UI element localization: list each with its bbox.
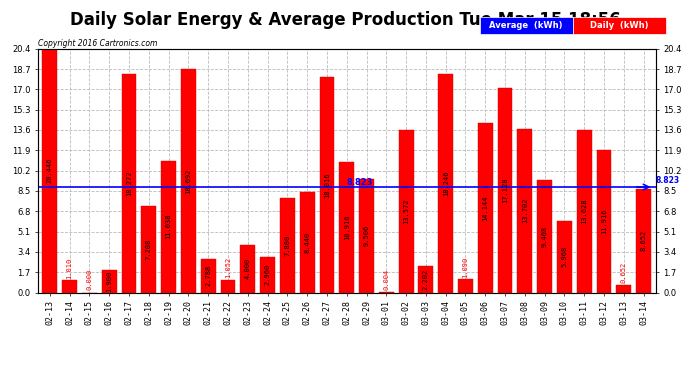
Text: Daily  (kWh): Daily (kWh): [590, 21, 649, 30]
Bar: [458, 279, 473, 292]
Bar: [359, 179, 374, 292]
Bar: [240, 245, 255, 292]
Bar: [260, 257, 275, 292]
Bar: [280, 198, 295, 292]
Bar: [616, 285, 631, 292]
Text: 1.052: 1.052: [225, 257, 231, 278]
Bar: [597, 150, 611, 292]
Text: 2.960: 2.960: [264, 264, 270, 285]
Bar: [497, 88, 513, 292]
Bar: [181, 69, 196, 292]
Bar: [518, 129, 532, 292]
Bar: [636, 189, 651, 292]
Text: 5.968: 5.968: [562, 246, 567, 267]
Text: 8.823: 8.823: [656, 176, 680, 185]
Text: 0.000: 0.000: [86, 269, 92, 290]
Text: 18.692: 18.692: [186, 168, 191, 194]
Text: 11.916: 11.916: [601, 209, 607, 234]
Bar: [201, 259, 215, 292]
Text: 8.823: 8.823: [346, 178, 373, 187]
Bar: [299, 192, 315, 292]
Text: 8.440: 8.440: [304, 231, 310, 253]
Bar: [141, 206, 156, 292]
Bar: [577, 130, 591, 292]
Text: 18.016: 18.016: [324, 172, 330, 198]
Text: 2.202: 2.202: [423, 269, 429, 290]
Text: Copyright 2016 Cartronics.com: Copyright 2016 Cartronics.com: [38, 39, 157, 48]
Text: 1.090: 1.090: [462, 256, 469, 278]
Bar: [161, 160, 176, 292]
Text: 7.880: 7.880: [284, 235, 290, 256]
Text: 7.208: 7.208: [146, 239, 152, 260]
Text: 9.506: 9.506: [364, 225, 370, 246]
Text: 17.128: 17.128: [502, 177, 508, 203]
Text: Average  (kWh): Average (kWh): [489, 21, 563, 30]
Bar: [319, 77, 335, 292]
Text: 1.900: 1.900: [106, 270, 112, 292]
Bar: [42, 48, 57, 292]
Text: 13.628: 13.628: [581, 198, 587, 224]
Bar: [121, 74, 137, 292]
Bar: [102, 270, 117, 292]
Text: 14.144: 14.144: [482, 195, 489, 221]
Bar: [438, 75, 453, 292]
Bar: [221, 280, 235, 292]
Text: 0.004: 0.004: [384, 269, 389, 290]
Bar: [399, 130, 413, 292]
Text: 10.916: 10.916: [344, 214, 350, 240]
Text: 18.246: 18.246: [443, 171, 448, 196]
Text: 18.272: 18.272: [126, 171, 132, 196]
Text: 8.652: 8.652: [640, 230, 647, 251]
Text: 13.702: 13.702: [522, 198, 528, 223]
Bar: [538, 180, 552, 292]
Text: 9.408: 9.408: [542, 226, 548, 247]
Bar: [418, 266, 433, 292]
Text: Daily Solar Energy & Average Production Tue Mar 15 18:56: Daily Solar Energy & Average Production …: [70, 11, 620, 29]
Bar: [62, 280, 77, 292]
Text: 0.652: 0.652: [621, 262, 627, 283]
Bar: [557, 221, 572, 292]
Text: 4.000: 4.000: [245, 258, 250, 279]
Text: 1.010: 1.010: [67, 257, 72, 279]
Bar: [478, 123, 493, 292]
Text: 20.446: 20.446: [47, 158, 53, 183]
Text: 2.788: 2.788: [205, 265, 211, 286]
Text: 11.038: 11.038: [166, 214, 172, 239]
Bar: [339, 162, 354, 292]
Text: 13.572: 13.572: [403, 199, 409, 224]
